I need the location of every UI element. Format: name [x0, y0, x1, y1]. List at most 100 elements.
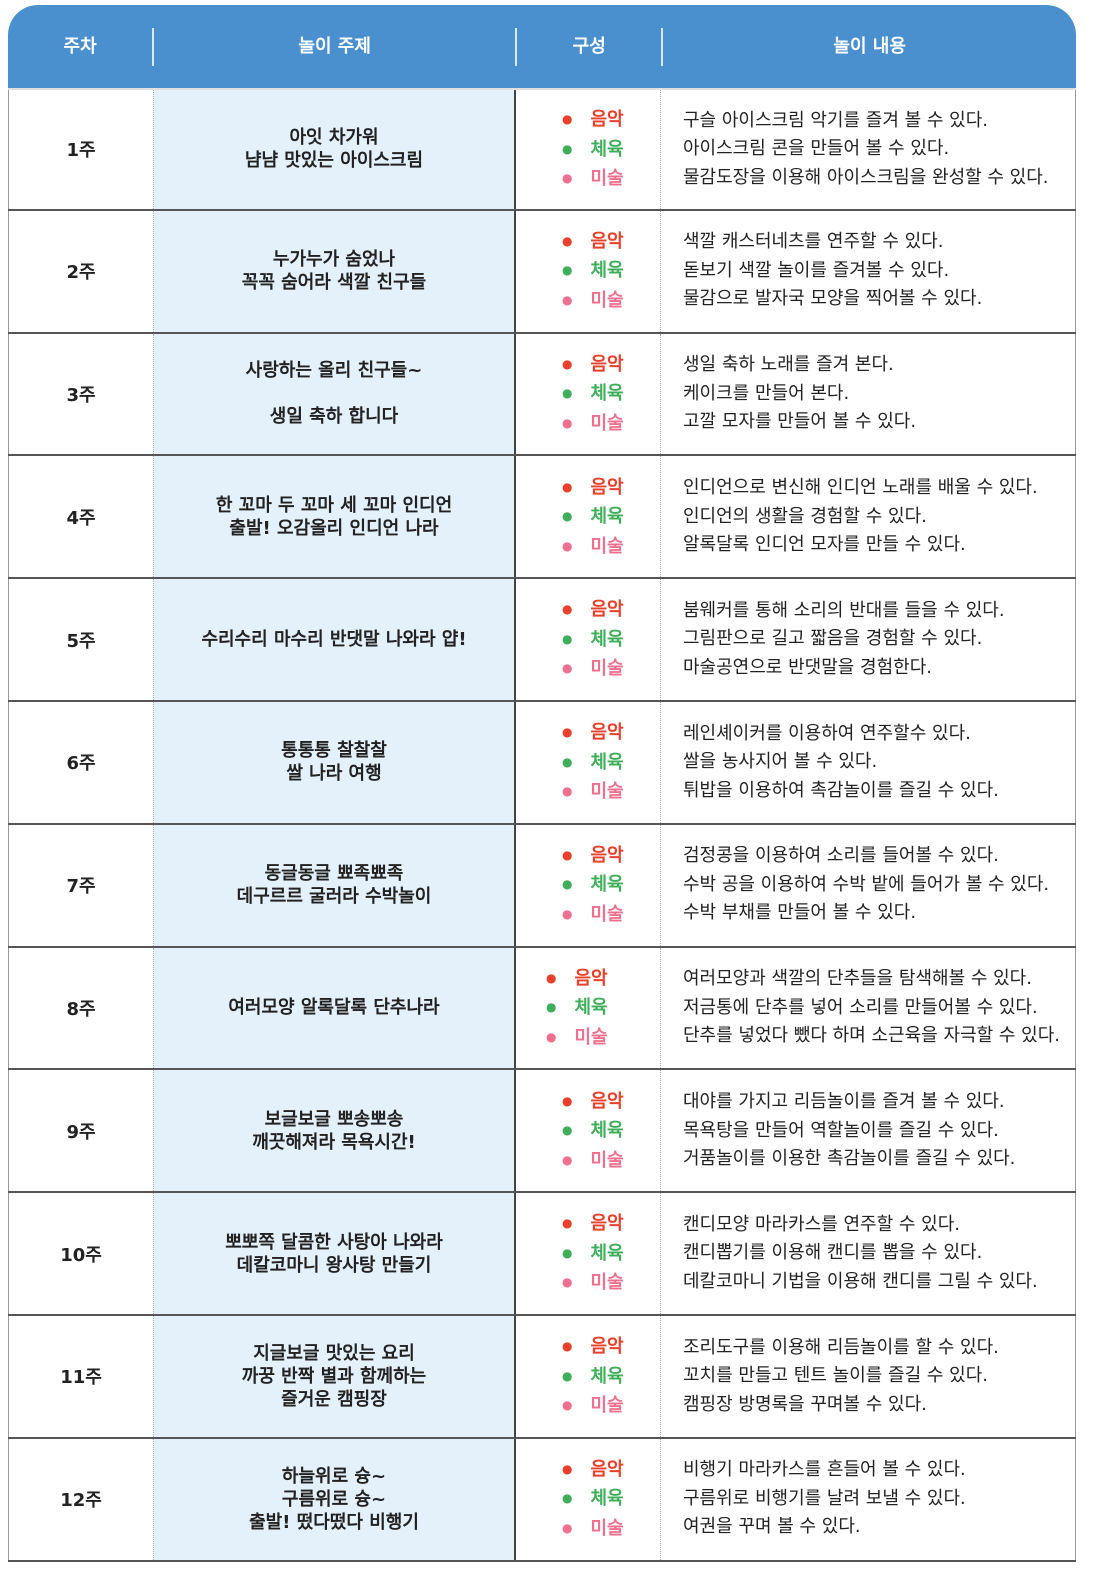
component-music: ● 음악: [562, 1087, 624, 1117]
table-row: 4주 한 꼬마 두 꼬마 세 꼬마 인디언 출발! 오감올리 인디언 나라 ● 음악 ●…: [8, 456, 1076, 580]
bullet-icon: ●: [562, 906, 573, 921]
content-line: 레인셰이커를 이용하여 연주할수 있다.: [683, 722, 971, 744]
component-music: ● 음악: [562, 1332, 624, 1362]
component-label: 음악: [590, 353, 624, 375]
component-pe: ● 체육: [562, 502, 624, 532]
bullet-icon: ●: [562, 1275, 573, 1290]
content-line: 고깔 모자를 만들어 볼 수 있다.: [683, 411, 917, 433]
table-row: 5주 수리수리 마수리 반댓말 나와라 얍! ● 음악 ● 체육 ● 미술 붐웨커를 통해 소리…: [8, 579, 1076, 702]
table-row: 6주 통통통 찰찰찰 쌀 나라 여행 ● 음악 ● 체육 ● 미술 레인셰이커를 이용하여 연주…: [8, 701, 1076, 825]
content-line: 캠핑장 방명록을 꾸며볼 수 있다.: [683, 1393, 927, 1415]
component-label: 음악: [590, 599, 624, 621]
component-label: 체육: [590, 1488, 624, 1510]
component-music: ● 음악: [562, 227, 624, 257]
content-line: 거품놀이를 이용한 촉감놀이를 즐길 수 있다.: [683, 1148, 1016, 1170]
content-line: 데칼코마니 기법을 이용해 캔디를 그릴 수 있다.: [683, 1270, 1038, 1292]
content-line: 저금통에 단추를 넣어 소리를 만들어볼 수 있다.: [683, 996, 1038, 1018]
bullet-icon: ●: [546, 970, 557, 985]
composition-cell: ● 음악 ● 체육 ● 미술: [516, 1070, 661, 1192]
bullet-icon: ●: [562, 847, 573, 862]
content-line: 케이크를 만들어 본다.: [683, 382, 850, 404]
component-label: 음악: [590, 1458, 624, 1480]
content-line: 조리도구를 이용해 리듬놀이를 할 수 있다.: [683, 1336, 999, 1358]
composition-cell: ● 음악 ● 체육 ● 미술: [516, 456, 661, 578]
table-row: 9주 보글보글 뽀송뽀송 깨끗해져라 목욕시간! ● 음악 ● 체육 ● 미술 대야를 가지고 …: [8, 1070, 1076, 1194]
bullet-icon: ●: [562, 171, 573, 186]
component-art: ● 미술: [546, 1023, 608, 1053]
component-art: ● 미술: [562, 1514, 624, 1544]
component-label: 체육: [590, 260, 624, 282]
content-cell: 여러모양과 색깔의 단추들을 탐색해볼 수 있다. 저금통에 단추를 넣어 소리를…: [661, 947, 1076, 1069]
week-cell: 5주: [8, 579, 153, 700]
content-cell: 조리도구를 이용해 리듬놀이를 할 수 있다. 꼬치를 만들고 텐트 놀이를 즐길…: [661, 1315, 1076, 1437]
component-label: 미술: [590, 289, 624, 311]
composition-cell: ● 음악 ● 체육 ● 미술: [516, 333, 661, 455]
content-cell: 레인셰이커를 이용하여 연주할수 있다. 쌀을 농사지어 볼 수 있다. 튀밥을 이…: [661, 701, 1076, 823]
component-label: 미술: [590, 658, 624, 680]
component-art: ● 미술: [562, 286, 624, 316]
topic-cell: 통통통 찰찰찰 쌀 나라 여행: [153, 701, 516, 823]
table-row: 12주 하늘위로 슝~ 구름위로 슝~ 출발! 떴다떴다 비행기 ● 음악 ● 체육 ● 미술…: [8, 1438, 1076, 1562]
content-line: 수박 공을 이용하여 수박 밭에 들어가 볼 수 있다.: [683, 873, 1050, 895]
header-composition: 구성: [515, 27, 661, 66]
component-label: 미술: [590, 535, 624, 557]
content-line: 꼬치를 만들고 텐트 놀이를 즐길 수 있다.: [683, 1365, 989, 1387]
week-cell: 6주: [8, 701, 153, 823]
content-cell: 생일 축하 노래를 즐겨 본다. 케이크를 만들어 본다. 고깔 모자를 만들어 볼…: [661, 333, 1076, 455]
week-cell: 7주: [8, 824, 153, 946]
component-music: ● 음악: [562, 1209, 624, 1239]
content-line: 그림판으로 길고 짧음을 경험할 수 있다.: [683, 628, 983, 650]
component-label: 음악: [590, 1213, 624, 1235]
component-label: 미술: [590, 1517, 624, 1539]
week-cell: 4주: [8, 456, 153, 578]
component-pe: ● 체육: [562, 1362, 624, 1392]
component-label: 체육: [590, 751, 624, 773]
component-music: ● 음악: [562, 718, 624, 748]
component-label: 체육: [590, 628, 624, 650]
bullet-icon: ●: [562, 725, 573, 740]
component-label: 음악: [590, 1336, 624, 1358]
header-content: 놀이 내용: [661, 27, 1076, 66]
content-cell: 비행기 마라카스를 흔들어 볼 수 있다. 구름위로 비행기를 날려 보낼 수 있…: [661, 1438, 1076, 1560]
week-cell: 2주: [8, 210, 153, 332]
content-line: 여러모양과 색깔의 단추들을 탐색해볼 수 있다.: [683, 968, 1032, 990]
content-cell: 검정콩을 이용하여 소리를 들어볼 수 있다. 수박 공을 이용하여 수박 밭에 …: [661, 824, 1076, 946]
content-line: 마술공연으로 반댓말을 경험한다.: [683, 656, 933, 678]
component-label: 미술: [590, 1149, 624, 1171]
bullet-icon: ●: [562, 1245, 573, 1260]
week-cell: 11주: [8, 1315, 153, 1437]
content-line: 캔디뽑기를 이용해 캔디를 뽑을 수 있다.: [683, 1242, 983, 1264]
component-pe: ● 체육: [562, 256, 624, 286]
bullet-icon: ●: [562, 263, 573, 278]
component-label: 미술: [574, 1026, 608, 1048]
component-pe: ● 체육: [562, 379, 624, 409]
component-label: 체육: [574, 997, 608, 1019]
component-art: ● 미술: [562, 654, 624, 684]
topic-cell: 보글보글 뽀송뽀송 깨끗해져라 목욕시간!: [153, 1070, 516, 1192]
content-line: 생일 축하 노래를 즐겨 본다.: [683, 354, 894, 376]
component-label: 미술: [590, 412, 624, 434]
bullet-icon: ●: [562, 1339, 573, 1354]
component-music: ● 음악: [562, 350, 624, 380]
component-pe: ● 체육: [546, 993, 608, 1023]
component-label: 체육: [590, 506, 624, 528]
content-line: 단추를 넣었다 뺐다 하며 소근육을 자극할 수 있다.: [683, 1025, 1060, 1047]
table-row: 1주 아잇 차가워 냠냠 맛있는 아이스크림 ● 음악 ● 체육 ● 미술 구슬 아이스크림 악…: [8, 88, 1076, 211]
component-label: 체육: [590, 1120, 624, 1142]
week-cell: 10주: [8, 1193, 153, 1314]
bullet-icon: ●: [562, 386, 573, 401]
topic-cell: 아잇 차가워 냠냠 맛있는 아이스크림: [153, 90, 516, 209]
composition-cell: ● 음악 ● 체육 ● 미술: [516, 1438, 661, 1560]
bullet-icon: ●: [562, 292, 573, 307]
content-cell: 캔디모양 마라카스를 연주할 수 있다. 캔디뽑기를 이용해 캔디를 뽑을 수 있…: [661, 1193, 1076, 1314]
content-line: 아이스크림 콘을 만들어 볼 수 있다.: [683, 138, 950, 160]
topic-cell: 한 꼬마 두 꼬마 세 꼬마 인디언 출발! 오감올리 인디언 나라: [153, 456, 516, 578]
component-pe: ● 체육: [562, 870, 624, 900]
content-line: 튀밥을 이용하여 촉감놀이를 즐길 수 있다.: [683, 779, 999, 801]
bullet-icon: ●: [562, 602, 573, 617]
component-music: ● 음악: [562, 473, 624, 503]
component-label: 음악: [590, 1090, 624, 1112]
component-art: ● 미술: [562, 532, 624, 562]
component-label: 음악: [574, 967, 608, 989]
content-cell: 색깔 캐스터네츠를 연주할 수 있다. 돋보기 색깔 놀이를 즐겨볼 수 있다. 물…: [661, 210, 1076, 332]
